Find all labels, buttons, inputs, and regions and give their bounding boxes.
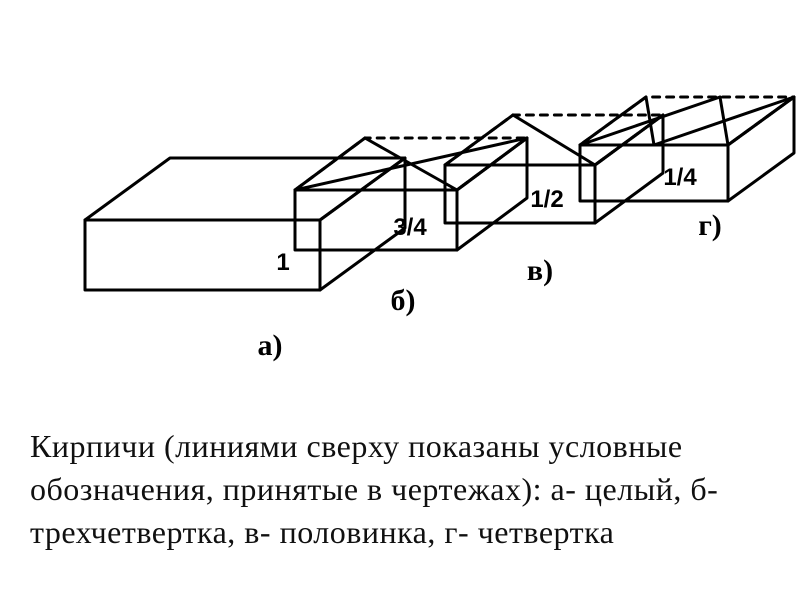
brick-face-label-b: 3/4 [393,214,427,241]
brick-face-label-v: 1/2 [530,186,563,213]
brick-diagram: 1 а) 3/4 б) 1/2 в) 1/4г) [0,0,800,400]
brick-sub-label-a: а) [258,329,283,362]
brick-sub-label-v: в) [527,254,553,287]
brick-g: 1/4г) [580,97,794,242]
brick-sub-label-g: г) [698,209,722,242]
brick-sub-label-b: б) [391,284,416,317]
brick-face-label-a: 1 [276,249,289,276]
brick-face-label-g: 1/4 [663,164,697,191]
caption-text: Кирпичи (линиями сверху показаны условны… [30,425,770,555]
